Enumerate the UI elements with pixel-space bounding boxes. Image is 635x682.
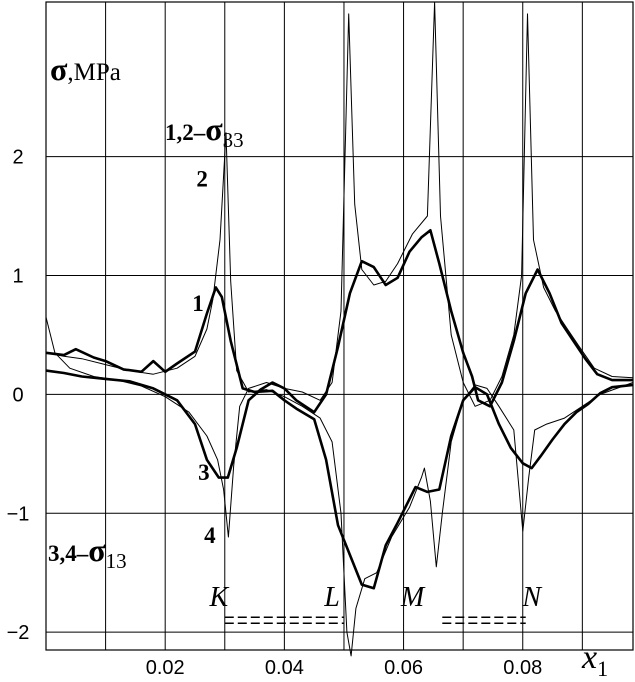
y-tick-label-2: 0: [12, 384, 23, 406]
curve-label-1: 1: [192, 291, 204, 316]
curve-label-2: 2: [196, 166, 208, 191]
legend-sigma33-sub: 33: [223, 128, 244, 152]
labels: 0.02 0.04 0.06 0.08 2 1 0 −1 −2 1 2 3 4 K L M N: [7, 147, 543, 679]
x-axis-label: x1: [581, 639, 608, 681]
series-line-1: [45, 286, 634, 590]
segment-markers: [224, 616, 526, 625]
series-line-2: [45, 132, 634, 657]
curve-label-4: 4: [204, 523, 216, 548]
x-axis-sub: 1: [597, 656, 608, 681]
series-layer: [45, 1, 634, 657]
plot-frame: [45, 1, 634, 651]
series-line-4: [45, 1, 634, 538]
y-tick-label-3: −1: [7, 503, 30, 525]
x-axis-main: x: [581, 639, 597, 676]
y-tick-label-0: 2: [12, 147, 23, 169]
x-tick-label-0: 0.02: [146, 657, 185, 679]
legend-sigma33-sigma: σ: [205, 111, 223, 147]
y-tick-label-1: 1: [12, 265, 23, 287]
segment-label-M: M: [400, 582, 426, 613]
legend-sigma13: 3,4–σ13: [48, 532, 127, 573]
segment-label-K: K: [208, 582, 229, 613]
y-tick-label-4: −2: [7, 622, 30, 644]
y-axis-label: σ,MPa: [50, 51, 121, 87]
curve-label-3: 3: [198, 460, 210, 485]
legend-sigma13-sub: 13: [106, 549, 127, 573]
y-axis-unit: ,MPa: [67, 59, 120, 86]
legend-sigma13-prefix: 3,4–: [48, 541, 89, 566]
legend-sigma13-sigma: σ: [88, 532, 106, 568]
y-axis-sigma: σ: [50, 51, 68, 87]
x-tick-label-3: 0.08: [503, 657, 542, 679]
series-line-3: [45, 229, 633, 479]
segment-label-L: L: [323, 582, 340, 613]
x-tick-label-2: 0.06: [384, 657, 423, 679]
x-tick-label-1: 0.04: [265, 657, 304, 679]
legend-sigma33-prefix: 1,2–: [165, 120, 206, 145]
legend-sigma33: 1,2–σ33: [165, 111, 244, 152]
segment-label-N: N: [521, 582, 542, 613]
